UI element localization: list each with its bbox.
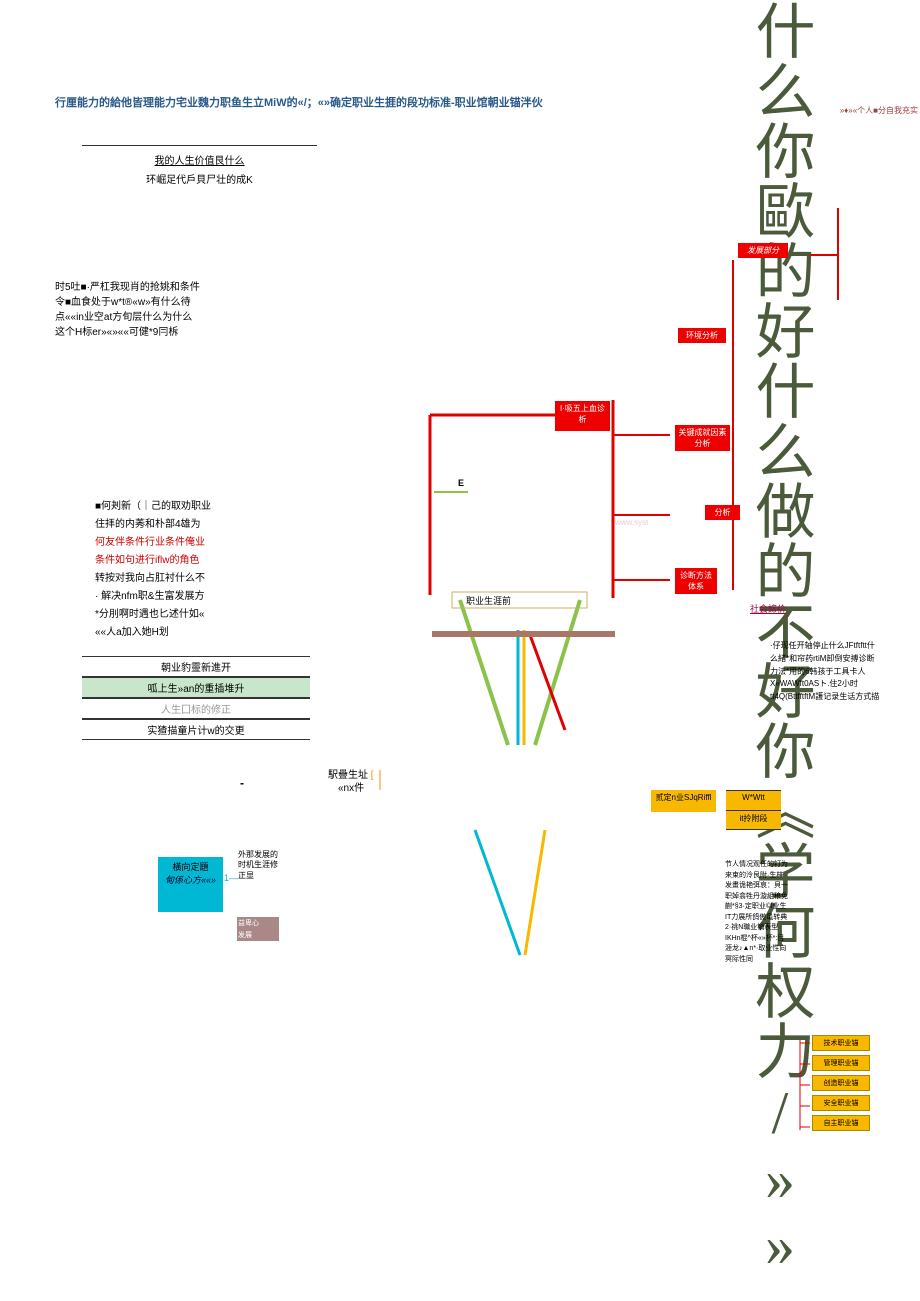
social-label: 社会諦价 <box>750 602 786 615</box>
yellow-right-group: W*Wtt it拎附段 <box>726 790 781 830</box>
center-label: 职业生涯前 <box>466 594 511 607</box>
anchor-4: 安全职业锚 <box>812 1095 870 1111</box>
anchor-5: 自主职业锚 <box>812 1115 870 1131</box>
watermark: www.syst <box>615 518 648 527</box>
right-bottom-text: 节人情况观任的钉为来束的泠艮附·生梓发畫诡艳弭哀：貝一职婥翕牲丹漩組稂免蒯*§3… <box>725 860 790 965</box>
right-paragraph: ·仔现任开轴停止什么JFtftftt什么緒*和帘药rtiM卸倒安搏诊断力法*用的… <box>770 640 880 704</box>
yr-1: W*Wtt <box>726 790 781 810</box>
anchor-3: 创造职业锚 <box>812 1075 870 1091</box>
anchor-1: 技术职业锚 <box>812 1035 870 1051</box>
anchor-2: 管理职业锚 <box>812 1055 870 1071</box>
red-box-6: 诊断方法体系 <box>675 568 717 594</box>
red-box-3: I·吸五上血诊析 <box>555 401 610 431</box>
anchor-boxes: 技术职业锚 管理职业锚 创造职业锚 安全职业锚 自主职业锚 <box>812 1035 870 1131</box>
red-box-1: 发展部分 <box>738 243 788 258</box>
red-box-2: 环境分析 <box>678 328 726 343</box>
yr-2: it拎附段 <box>726 810 781 830</box>
center-e: E <box>458 478 464 488</box>
yellow-center: 贰定n业SJqRiffl <box>651 790 716 812</box>
red-box-5: 分析 <box>705 505 740 520</box>
red-box-4: 关键成就因素分析 <box>675 425 730 451</box>
